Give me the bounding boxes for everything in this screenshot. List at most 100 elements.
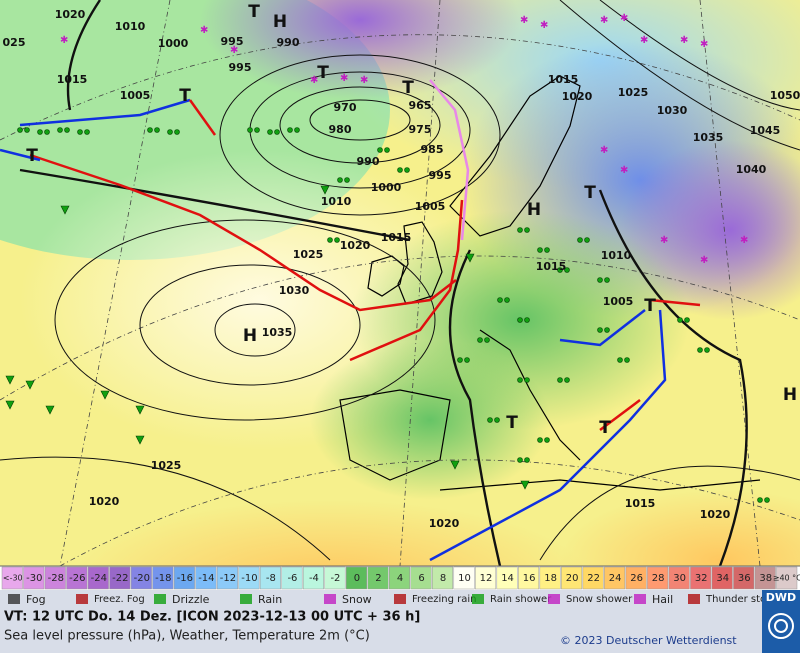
temperature-field bbox=[200, 0, 520, 100]
temperature-label: -16 bbox=[177, 573, 193, 584]
graticule-line bbox=[399, 0, 441, 566]
isobar bbox=[54, 219, 436, 421]
rain-symbol bbox=[617, 357, 623, 363]
isobar-label: 1035 bbox=[262, 326, 293, 339]
legend-icon bbox=[154, 594, 166, 604]
temperature-label: -28 bbox=[48, 573, 64, 584]
snow-symbol: ✱ bbox=[520, 15, 528, 26]
pressure-center: T bbox=[599, 418, 611, 438]
temperature-field bbox=[74, 500, 586, 566]
isobar bbox=[309, 99, 411, 141]
temperature-label: -2 bbox=[330, 573, 340, 584]
rain-symbol bbox=[517, 317, 523, 323]
isobar-label: 1025 bbox=[151, 459, 182, 472]
isobar-label: 970 bbox=[334, 101, 357, 114]
isobar-label: 1005 bbox=[120, 89, 151, 102]
isobar-label: 1000 bbox=[371, 181, 402, 194]
temperature-label: -10 bbox=[241, 573, 257, 584]
snow-symbol: ✱ bbox=[680, 35, 688, 46]
temperature-cell bbox=[518, 566, 540, 590]
rain-symbol bbox=[537, 437, 543, 443]
rain-symbol bbox=[344, 177, 350, 183]
rain-symbol bbox=[267, 129, 273, 135]
coastline bbox=[439, 479, 761, 491]
rain-symbol bbox=[504, 297, 510, 303]
shower-symbol bbox=[450, 460, 460, 470]
isobar-label: 995 bbox=[229, 61, 252, 74]
temperature-cell bbox=[496, 566, 518, 590]
shower-symbol bbox=[60, 205, 70, 215]
rain-symbol bbox=[397, 167, 403, 173]
rain-symbol bbox=[677, 317, 683, 323]
rain-symbol bbox=[537, 247, 543, 253]
isobar-label: 1040 bbox=[736, 163, 767, 176]
isobar-label: 1015 bbox=[57, 73, 88, 86]
pressure-center: T bbox=[26, 146, 38, 166]
snow-symbol: ✱ bbox=[360, 75, 368, 86]
shower-symbol bbox=[5, 375, 15, 385]
pressure-center: H bbox=[783, 385, 797, 405]
cold-front bbox=[559, 309, 646, 347]
isobar bbox=[214, 303, 296, 357]
snow-symbol: ✱ bbox=[740, 235, 748, 246]
rain-symbol bbox=[697, 347, 703, 353]
pressure-center: T bbox=[644, 296, 656, 316]
temperature-label: <-30 bbox=[3, 574, 23, 583]
pressure-center: T bbox=[584, 183, 596, 203]
isobar-label: 1020 bbox=[55, 8, 86, 21]
snow-symbol: ✱ bbox=[230, 45, 238, 56]
temperature-cell bbox=[625, 566, 647, 590]
temperature-cell bbox=[561, 566, 583, 590]
isobar-label: 1030 bbox=[279, 284, 310, 297]
warm-front bbox=[649, 298, 701, 307]
isobar-label: 1020 bbox=[562, 90, 593, 103]
temperature-label: 2 bbox=[375, 573, 381, 584]
temperature-label: 12 bbox=[480, 573, 493, 584]
shower-symbol bbox=[45, 405, 55, 415]
legend-icon bbox=[394, 594, 406, 604]
rain-symbol bbox=[497, 297, 503, 303]
rain-symbol bbox=[517, 227, 523, 233]
graticule bbox=[0, 0, 800, 566]
temperature-cell bbox=[1, 566, 23, 590]
isobar-label: 990 bbox=[357, 155, 380, 168]
rain-symbol bbox=[24, 127, 30, 133]
temperature-label: 16 bbox=[523, 573, 536, 584]
rain-symbol bbox=[37, 129, 43, 135]
isobar-label: 025 bbox=[3, 36, 26, 49]
warm-front bbox=[29, 153, 457, 312]
temperature-label: -30 bbox=[26, 573, 42, 584]
temperature-cell bbox=[711, 566, 733, 590]
shower-symbol bbox=[100, 390, 110, 400]
rain-symbol bbox=[147, 127, 153, 133]
pressure-center: T bbox=[179, 86, 191, 106]
pressure-center: H bbox=[527, 200, 541, 220]
temperature-label: 26 bbox=[630, 573, 643, 584]
temperature-cell bbox=[776, 566, 798, 590]
isobar-label: 1025 bbox=[293, 248, 324, 261]
snow-symbol: ✱ bbox=[620, 165, 628, 176]
legend-icon bbox=[324, 594, 336, 604]
temperature-cell bbox=[668, 566, 690, 590]
temperature-label: -18 bbox=[155, 573, 171, 584]
shower-symbol bbox=[25, 380, 35, 390]
copyright: © 2023 Deutscher Wetterdienst bbox=[560, 634, 737, 647]
isobar-label: 995 bbox=[221, 35, 244, 48]
rain-symbol bbox=[484, 337, 490, 343]
occlusion bbox=[429, 79, 470, 241]
temperature-cell bbox=[302, 566, 324, 590]
rain-symbol bbox=[457, 357, 463, 363]
temperature-cell bbox=[432, 566, 454, 590]
temperature-cell bbox=[238, 566, 260, 590]
legend-label: Snow shower bbox=[566, 594, 633, 605]
temperature-cell bbox=[475, 566, 497, 590]
rain-symbol bbox=[517, 457, 523, 463]
isobar-label: 1020 bbox=[89, 495, 120, 508]
isobar-label: 965 bbox=[409, 99, 432, 112]
legend-icon bbox=[688, 594, 700, 604]
legend-label: Freez. Fog bbox=[94, 594, 145, 605]
temperature-cell bbox=[453, 566, 475, 590]
temperature-cell bbox=[173, 566, 195, 590]
